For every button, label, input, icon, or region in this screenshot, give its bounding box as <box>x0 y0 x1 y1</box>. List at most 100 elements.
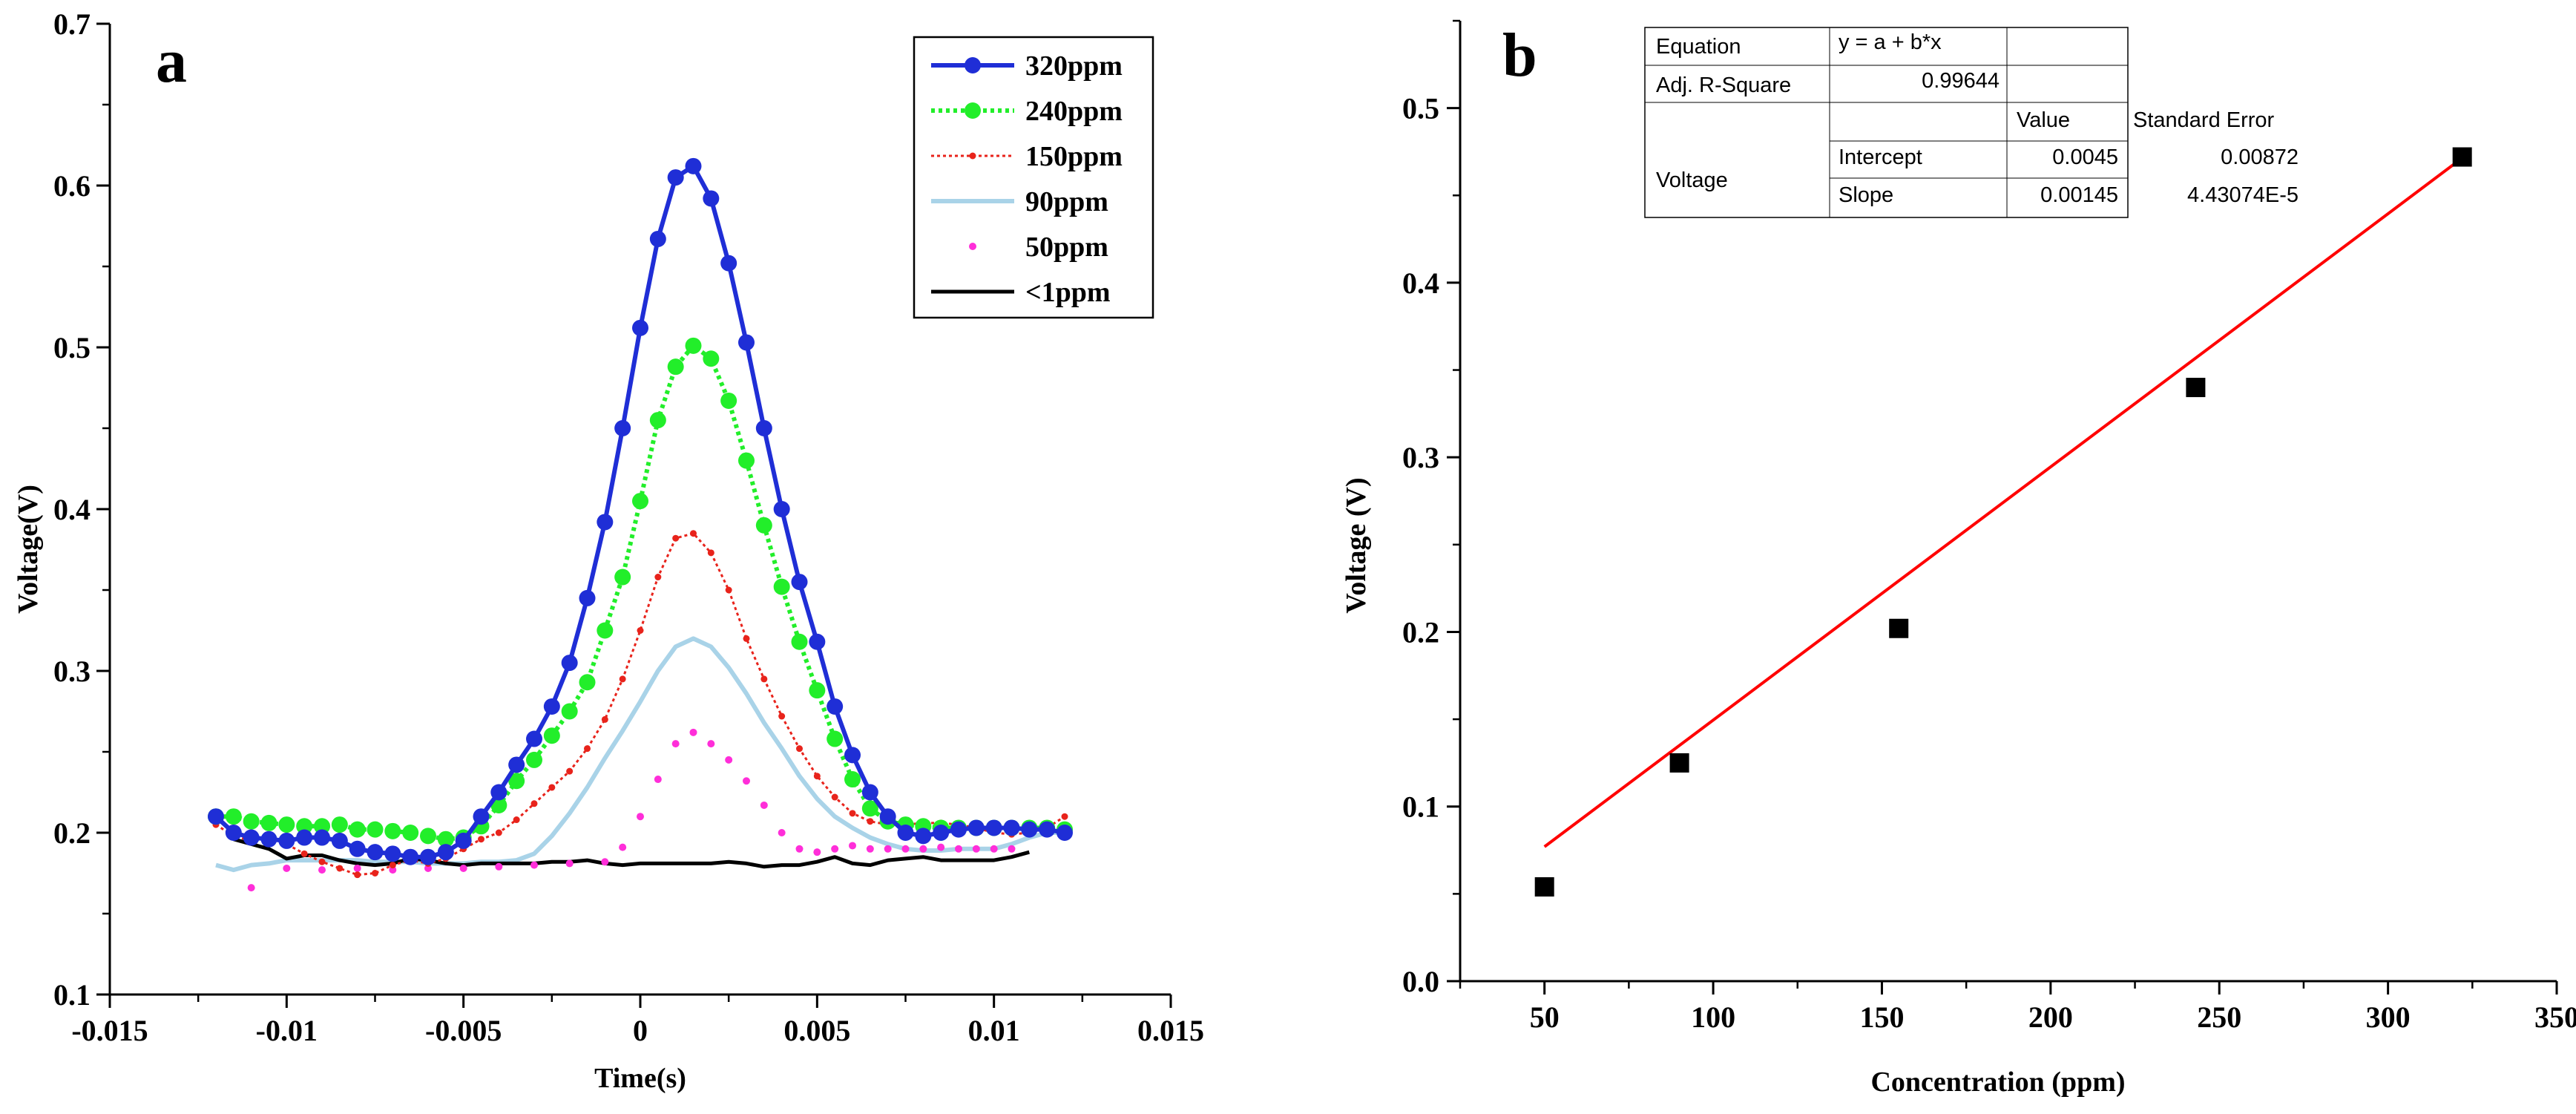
data-point-50ppm <box>619 843 627 851</box>
data-point-240ppm <box>632 493 648 510</box>
data-point-150ppm <box>867 818 874 825</box>
data-point-150ppm <box>354 871 361 879</box>
data-point-50ppm <box>247 884 255 892</box>
data-point-240ppm <box>508 773 525 790</box>
stats-intercept-value: 0.0045 <box>2052 145 2118 169</box>
data-point-320ppm <box>225 825 242 841</box>
data-point-320ppm <box>331 832 348 849</box>
data-point-150ppm <box>831 793 838 801</box>
data-point-50ppm <box>831 845 839 853</box>
data-point-240ppm <box>543 727 560 744</box>
legend-label-320ppm: 320ppm <box>1025 50 1123 82</box>
data-point-320ppm <box>420 848 436 865</box>
data-point-50ppm <box>919 845 927 853</box>
panel-a-y-tick-label: 0.3 <box>53 655 91 688</box>
data-point-240ppm <box>738 452 755 469</box>
data-point-50ppm <box>459 864 467 872</box>
data-point-240ppm <box>225 808 242 825</box>
data-point-50ppm <box>565 859 574 868</box>
data-point-150ppm <box>672 534 680 542</box>
panel-a-y-tick-label: 0.2 <box>53 816 91 850</box>
data-point-320ppm <box>526 730 542 747</box>
data-point-150ppm <box>566 767 574 775</box>
panel-a-x-tick-label: 0.015 <box>1137 1014 1204 1047</box>
data-point-320ppm <box>791 574 808 591</box>
data-point-150ppm <box>513 816 520 824</box>
legend-box <box>913 36 1154 319</box>
series-50ppm <box>247 728 1016 892</box>
panel-b-x-tick-label: 250 <box>2197 1000 2241 1034</box>
data-point-240ppm <box>649 412 666 429</box>
data-point-150ppm <box>336 865 344 872</box>
data-point-150ppm <box>813 773 821 780</box>
data-point-square <box>2186 378 2206 398</box>
data-point-320ppm <box>367 844 384 861</box>
panel-b-x-tick-label: 100 <box>1691 1000 1735 1034</box>
data-point-320ppm <box>561 655 578 672</box>
legend-marker-50ppm <box>969 243 976 250</box>
panel-a-x-tick-label: 0.01 <box>968 1014 1020 1047</box>
data-point-50ppm <box>901 845 910 853</box>
data-point-320ppm <box>1003 819 1020 836</box>
data-point-50ppm <box>743 777 750 785</box>
data-point-50ppm <box>990 845 998 853</box>
panel-b-letter: b <box>1502 21 1537 90</box>
data-point-150ppm <box>601 715 608 723</box>
panel-a-axes: -0.015 -0.01 -0.005 0 0.005 0.01 0.015 0.1 0.2 0.… <box>53 7 1204 1047</box>
data-point-320ppm <box>243 829 260 846</box>
data-point-320ppm <box>861 784 878 801</box>
panel-a-series <box>208 157 1073 892</box>
series-320ppm <box>208 157 1073 865</box>
data-point-320ppm <box>579 589 596 606</box>
legend-label-240ppm: 240ppm <box>1025 96 1123 127</box>
data-point-240ppm <box>349 821 366 838</box>
data-point-320ppm <box>738 334 755 351</box>
data-point-320ppm <box>455 832 472 849</box>
panel-b-y-tick-label: 0.1 <box>1402 790 1439 824</box>
data-point-50ppm <box>849 842 856 850</box>
panel-b-x-tick-label: 50 <box>1530 1000 1560 1034</box>
panel-b-series <box>1534 147 2472 897</box>
data-point-240ppm <box>861 800 878 817</box>
data-point-square <box>1669 753 1689 773</box>
data-point-240ppm <box>437 830 454 848</box>
legend-label-90ppm: 90ppm <box>1025 186 1108 217</box>
data-point-320ppm <box>985 819 1002 836</box>
data-point-320ppm <box>649 230 666 247</box>
data-point-320ppm <box>260 830 277 848</box>
data-point-50ppm <box>353 864 361 872</box>
data-point-50ppm <box>637 813 644 821</box>
panel-a-x-axis-title: Time(s) <box>594 1063 686 1094</box>
data-point-320ppm <box>614 420 631 436</box>
data-point-150ppm <box>796 745 803 753</box>
legend-label-lt1ppm: <1ppm <box>1025 277 1111 308</box>
data-point-50ppm <box>318 866 326 874</box>
data-point-320ppm <box>473 808 490 825</box>
legend-marker-240ppm <box>965 102 981 119</box>
stats-header-std-error: Standard Error <box>2133 108 2275 132</box>
data-point-240ppm <box>809 682 826 699</box>
panel-b-axes: 50 100 150 200 250 300 350 0.0 0.1 0.2 0.3 0.4 0.5 <box>1402 19 2576 1034</box>
data-point-50ppm <box>937 843 945 851</box>
data-point-320ppm <box>597 514 614 531</box>
data-point-50ppm <box>654 776 662 784</box>
series-lt1ppm <box>233 837 1030 869</box>
data-point-320ppm <box>685 157 702 174</box>
panel-a-legend: 320ppm 240ppm 150ppm 90ppm 50ppm <1ppm <box>913 36 1154 319</box>
data-point-320ppm <box>632 319 648 336</box>
data-point-150ppm <box>530 800 538 807</box>
panel-a-y-tick-label: 0.1 <box>53 978 91 1012</box>
legend-marker-320ppm <box>965 57 981 73</box>
panel-a-x-tick-label: -0.005 <box>425 1014 502 1047</box>
data-point-240ppm <box>296 818 313 835</box>
data-point-240ppm <box>773 578 790 595</box>
data-point-240ppm <box>526 751 542 768</box>
panel-b: b 50 100 150 200 250 300 350 0.0 0.1 0.2 0.3 0.4 0.5… <box>1341 19 2576 1098</box>
data-point-320ppm <box>809 633 826 650</box>
panel-b-y-axis-title: Voltage (V) <box>1341 477 1372 613</box>
data-point-320ppm <box>437 844 454 861</box>
data-point-320ppm <box>827 698 844 715</box>
data-point-240ppm <box>791 633 808 650</box>
stats-adj-r2-value: 0.99644 <box>1922 69 2000 93</box>
